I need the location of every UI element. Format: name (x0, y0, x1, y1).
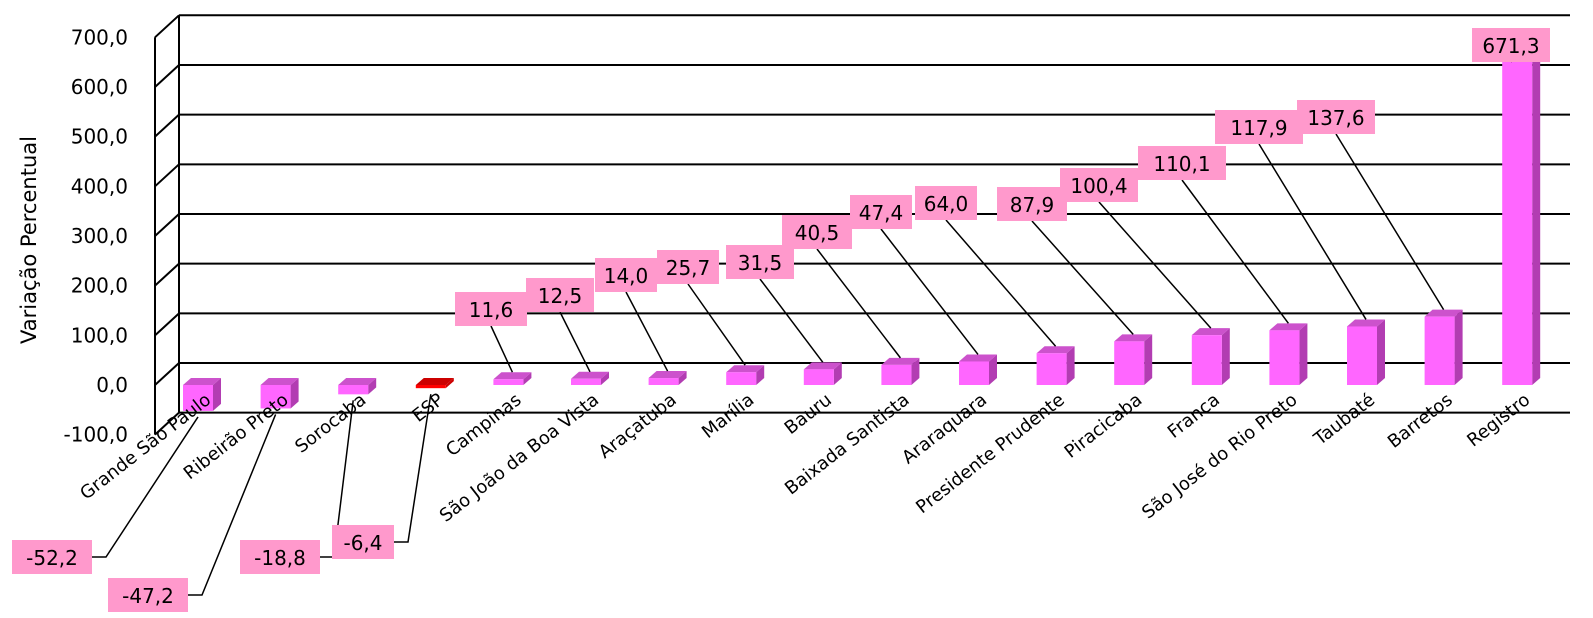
gridline-diagonal (154, 262, 180, 287)
y-tick-label: 400,0 (71, 174, 128, 198)
bar (260, 378, 299, 409)
bar (1191, 328, 1230, 385)
data-label-text: 40,5 (795, 221, 840, 245)
category-label: Araçatuba (595, 389, 681, 463)
gridline-diagonal (154, 362, 180, 386)
category-label: Presidente Prudente (912, 389, 1068, 518)
data-label-text: 671,3 (1482, 34, 1539, 58)
bar (726, 365, 765, 385)
gridline-diagonal (154, 113, 180, 138)
data-label: 40,5 (782, 215, 901, 359)
bar (648, 371, 687, 385)
bar (493, 372, 532, 385)
gridline-diagonal (154, 14, 180, 39)
data-labels: -52,2 -47,2 -18,8 -6,4 11,6 12,5 14,0 25,7 31,5 4… (12, 28, 1550, 612)
category-label: Registro (1463, 389, 1534, 451)
data-label: -47,2 (108, 414, 277, 612)
category-label: Bauru (781, 389, 836, 439)
category-label: Franca (1164, 389, 1224, 442)
data-label: -6,4 (332, 394, 432, 559)
bar (571, 371, 609, 385)
y-tick-label: -100,0 (64, 423, 128, 447)
data-label: 47,4 (850, 195, 979, 355)
data-label-text: 64,0 (924, 192, 969, 216)
bars (183, 44, 1541, 411)
data-label: 11,6 (455, 292, 527, 373)
gridline-diagonal (154, 312, 180, 337)
data-label-text: 11,6 (469, 298, 514, 322)
data-label: 14,0 (595, 258, 669, 372)
category-label: Sorocaba (291, 389, 370, 457)
category-label: Taubaté (1309, 389, 1379, 450)
category-label: Piracicaba (1061, 389, 1147, 462)
data-label-text: -6,4 (343, 531, 382, 555)
data-label: 117,9 (1215, 110, 1367, 320)
data-label-text: 25,7 (666, 256, 711, 280)
bar (881, 357, 920, 385)
data-label-text: 47,4 (859, 201, 904, 225)
bar (415, 378, 454, 389)
data-label-text: 12,5 (538, 284, 583, 308)
category-label: Grande São Paulo (76, 389, 215, 504)
category-label: Marília (698, 389, 758, 442)
bar (803, 362, 842, 385)
y-tick-label: 700,0 (71, 25, 128, 49)
data-label-text: -52,2 (26, 546, 78, 570)
gridline-diagonal (154, 163, 180, 188)
y-tick-label: 300,0 (71, 224, 128, 248)
bar (1269, 323, 1308, 385)
data-label-text: -47,2 (122, 584, 174, 608)
bar (1502, 44, 1541, 386)
data-label-text: -18,8 (254, 546, 306, 570)
gridline-diagonal (154, 64, 180, 88)
data-label: 12,5 (526, 278, 594, 373)
data-label: -52,2 (12, 416, 199, 574)
data-label-text: 31,5 (738, 251, 783, 275)
y-tick-label: 200,0 (71, 274, 128, 298)
data-label-text: 100,4 (1070, 174, 1127, 198)
y-tick-label: 500,0 (71, 125, 128, 149)
data-label-text: 14,0 (604, 264, 649, 288)
bar (959, 354, 997, 385)
bar (338, 378, 377, 395)
data-label: 100,4 (1060, 168, 1212, 329)
bar (1114, 334, 1153, 385)
data-label: 87,9 (997, 187, 1134, 335)
data-label: 671,3 (1472, 28, 1550, 63)
data-label: 25,7 (657, 250, 746, 366)
y-tick-label: 0,0 (96, 373, 128, 397)
bar (1036, 346, 1075, 385)
data-label-text: 110,1 (1153, 152, 1210, 176)
data-label: 31,5 (726, 245, 824, 363)
y-axis-ticks: -100,0 0,0 100,0 200,0 300,0 400,0 500,0 600,0 7… (64, 25, 128, 446)
y-tick-label: 600,0 (71, 75, 128, 99)
y-tick-label: 100,0 (71, 323, 128, 347)
data-label-text: 87,9 (1010, 193, 1055, 217)
y-axis-title: Variação Percentual (17, 136, 41, 344)
data-label-text: 137,6 (1307, 106, 1364, 130)
gridline-diagonal (154, 411, 180, 436)
data-label: 137,6 (1297, 100, 1445, 311)
bar (1347, 319, 1385, 385)
category-label: São José do Rio Preto (1138, 389, 1301, 523)
category-label: Barretos (1384, 389, 1457, 452)
data-label: 110,1 (1138, 146, 1290, 324)
bar (1424, 309, 1463, 385)
data-label: 64,0 (915, 186, 1057, 347)
data-label-text: 117,9 (1230, 116, 1287, 140)
gridline-diagonal (154, 213, 180, 237)
bar (183, 378, 221, 411)
